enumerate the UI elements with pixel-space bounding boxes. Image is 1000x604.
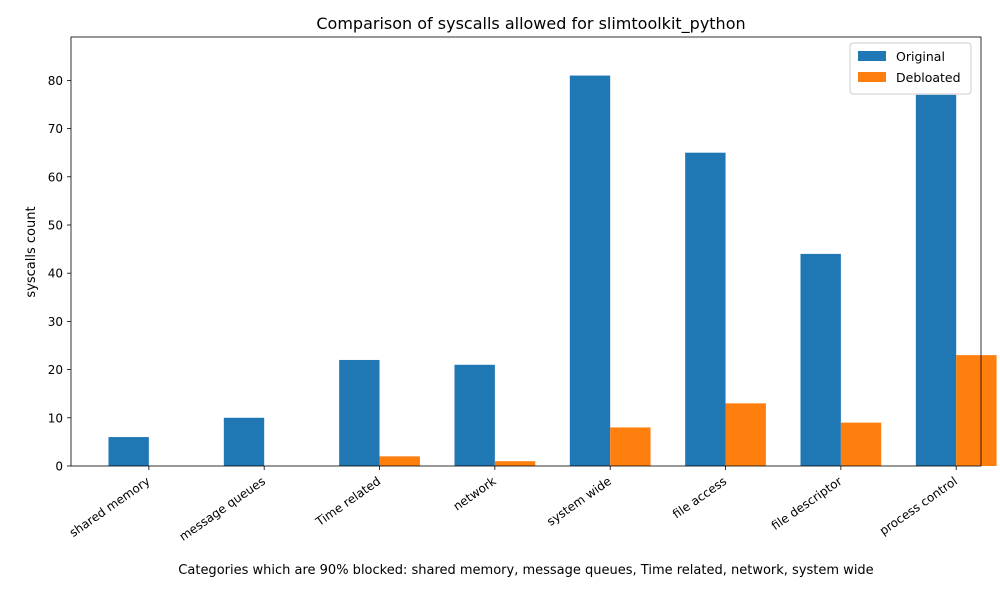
bar-original-7	[915, 94, 957, 466]
bar-original-3	[454, 364, 495, 466]
legend-label-debloated: Debloated	[896, 70, 961, 85]
legend: Original Debloated	[849, 42, 972, 95]
chart-title: Comparison of syscalls allowed for slimt…	[316, 14, 745, 34]
y-tick-label: 10	[48, 411, 63, 425]
legend-swatch-original	[858, 51, 886, 61]
x-axis-label: Categories which are 90% blocked: shared…	[178, 563, 873, 578]
x-tick-label: network	[451, 474, 499, 513]
legend-label-original: Original	[896, 49, 945, 64]
bar-original-6	[800, 253, 841, 466]
bar-debloated-7	[956, 355, 997, 466]
y-tick-label: 60	[48, 170, 63, 184]
bar-debloated-2	[379, 456, 420, 466]
plot-area: 0 10 20 30 40 50 60 70 80 shared memory message qu…	[48, 36, 997, 544]
bar-original-4	[569, 75, 611, 466]
x-tick-label: process control	[877, 474, 960, 538]
bar-debloated-5	[725, 403, 766, 466]
y-tick-label: 40	[48, 267, 63, 281]
x-tick-label: shared memory	[67, 474, 153, 540]
y-tick-label: 70	[48, 122, 63, 136]
legend-swatch-debloated	[858, 72, 886, 82]
y-tick-label: 20	[48, 363, 63, 377]
x-tick-label: file descriptor	[769, 474, 845, 533]
x-tick-label: file access	[670, 474, 729, 521]
bar-debloated-3	[494, 461, 536, 466]
x-tick-label: system wide	[544, 474, 614, 529]
bar-original-2	[339, 359, 380, 466]
bar-debloated-4	[610, 427, 651, 466]
y-tick-label: 50	[48, 218, 63, 232]
y-tick-label: 30	[48, 315, 63, 329]
x-tick-label: message queues	[177, 474, 268, 544]
bar-original-5	[685, 152, 726, 466]
y-axis-label: syscalls count	[24, 206, 39, 297]
y-tick-label: 0	[55, 460, 63, 474]
y-tick-label: 80	[48, 74, 63, 88]
bar-debloated-6	[840, 422, 882, 466]
bar-original-1	[223, 417, 265, 466]
x-tick-label: Time related	[312, 474, 383, 529]
bar-original-0	[108, 437, 149, 466]
plot-frame	[70, 36, 982, 467]
